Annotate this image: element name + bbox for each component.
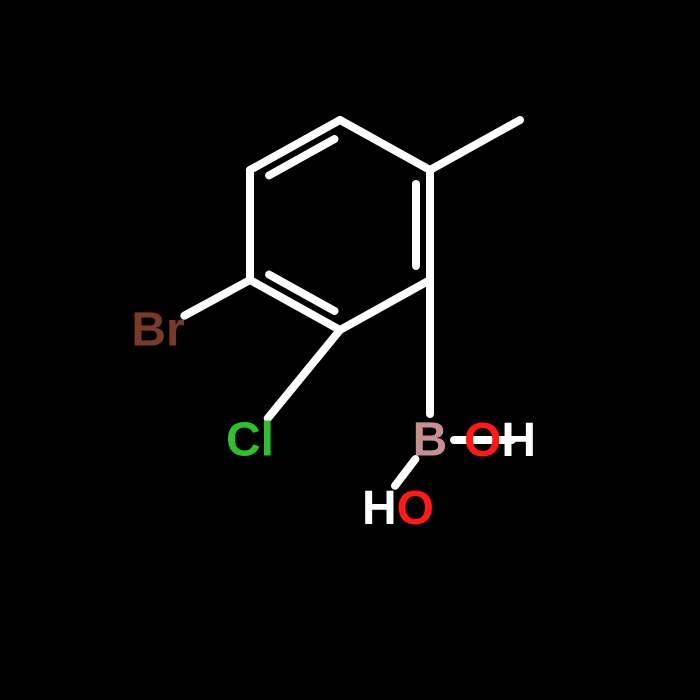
atom-label-ho: HO <box>362 482 434 535</box>
atom-label-oh: OH <box>464 414 536 467</box>
bond <box>430 120 520 170</box>
atom-label: B <box>413 414 448 467</box>
bond <box>340 120 430 170</box>
bond <box>268 330 340 418</box>
atom-label: Br <box>131 304 184 357</box>
bond <box>184 280 250 316</box>
molecule-diagram: Br Cl B OH HO <box>0 0 700 700</box>
bond <box>340 280 430 330</box>
atom-label: Cl <box>226 414 274 467</box>
